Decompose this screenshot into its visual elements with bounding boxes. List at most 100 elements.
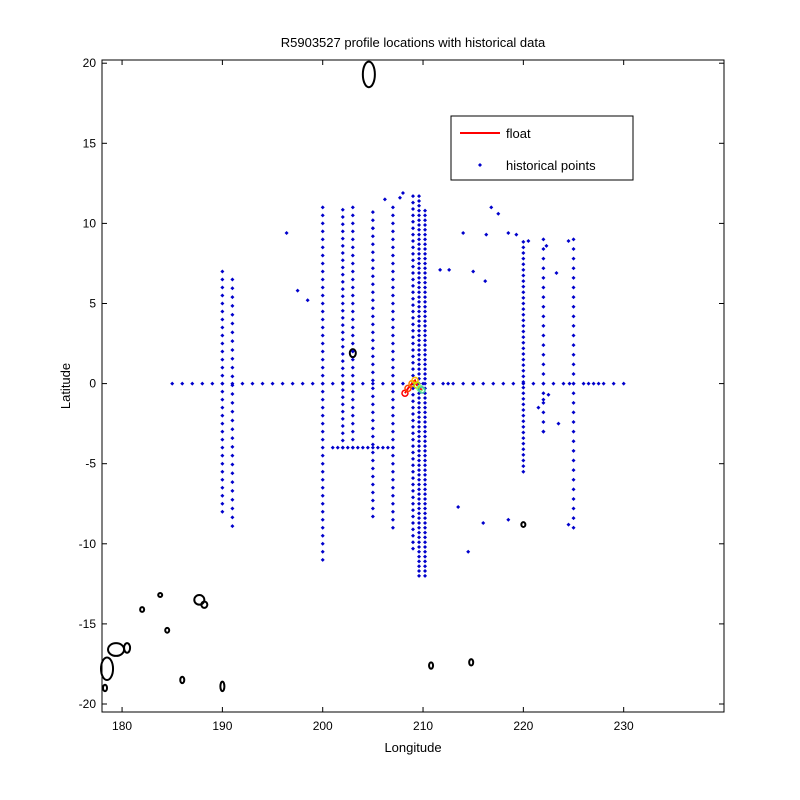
historical-point xyxy=(571,506,576,511)
historical-point xyxy=(417,256,422,261)
historical-point xyxy=(220,405,225,410)
historical-point xyxy=(390,317,395,322)
historical-point xyxy=(220,325,225,330)
historical-point xyxy=(417,290,422,295)
historical-point xyxy=(411,527,415,532)
historical-point xyxy=(340,330,345,335)
coastline-island xyxy=(193,594,206,606)
historical-point xyxy=(417,559,422,564)
historical-point xyxy=(370,370,375,375)
historical-point xyxy=(411,315,415,320)
y-tick-label: -20 xyxy=(79,697,97,711)
historical-point xyxy=(411,245,415,250)
historical-point xyxy=(220,461,225,466)
historical-point xyxy=(340,222,345,227)
historical-point xyxy=(390,477,395,482)
historical-point xyxy=(521,385,526,390)
historical-point xyxy=(461,231,466,236)
historical-point xyxy=(220,501,225,506)
historical-point xyxy=(417,530,422,535)
historical-point xyxy=(423,371,428,376)
historical-point xyxy=(417,295,422,300)
historical-point xyxy=(390,525,395,530)
historical-point xyxy=(390,245,395,250)
historical-point xyxy=(423,444,428,449)
historical-point xyxy=(350,341,355,346)
historical-point xyxy=(220,333,225,338)
historical-point xyxy=(320,389,325,394)
historical-point xyxy=(370,330,375,335)
historical-point xyxy=(320,381,325,386)
historical-point xyxy=(320,221,325,226)
historical-point xyxy=(320,213,325,218)
historical-point xyxy=(423,314,428,319)
historical-point xyxy=(370,258,375,263)
historical-point xyxy=(397,195,402,200)
historical-point xyxy=(390,253,395,258)
historical-point xyxy=(423,347,428,352)
historical-point xyxy=(541,410,546,415)
historical-point xyxy=(390,269,395,274)
historical-point xyxy=(340,366,345,371)
historical-point xyxy=(417,304,422,309)
historical-point xyxy=(230,312,235,317)
historical-point xyxy=(350,293,355,298)
historical-point xyxy=(596,381,601,386)
historical-point xyxy=(417,448,422,453)
historical-point xyxy=(320,229,325,234)
historical-point xyxy=(220,293,225,298)
historical-point xyxy=(350,309,355,314)
historical-point xyxy=(370,394,375,399)
historical-point xyxy=(350,285,355,290)
historical-point xyxy=(411,450,415,455)
historical-point xyxy=(571,323,576,328)
historical-point xyxy=(423,520,428,525)
historical-point xyxy=(390,389,395,394)
historical-point xyxy=(417,492,422,497)
historical-point xyxy=(350,253,355,258)
historical-point xyxy=(417,299,422,304)
historical-point xyxy=(370,282,375,287)
historical-point xyxy=(340,395,345,400)
historical-point xyxy=(411,309,415,314)
historical-point xyxy=(423,405,428,410)
historical-point xyxy=(370,514,375,519)
historical-point xyxy=(320,237,325,242)
historical-point xyxy=(350,205,355,210)
historical-point xyxy=(521,290,526,295)
historical-point xyxy=(423,290,428,295)
historical-point xyxy=(417,227,422,232)
historical-point xyxy=(360,381,365,386)
historical-point xyxy=(521,329,526,334)
historical-point xyxy=(417,314,422,319)
historical-point xyxy=(541,397,546,402)
historical-point xyxy=(320,509,325,514)
historical-point xyxy=(350,445,355,450)
float-profile-point xyxy=(418,386,426,394)
historical-point xyxy=(531,381,536,386)
historical-point xyxy=(506,517,511,522)
x-tick-label: 180 xyxy=(112,719,132,733)
historical-point xyxy=(411,546,415,551)
historical-point xyxy=(390,325,395,330)
historical-point xyxy=(411,354,415,359)
historical-point xyxy=(571,439,576,444)
coastline-island xyxy=(102,683,109,693)
historical-point xyxy=(230,409,235,414)
historical-point xyxy=(411,303,415,308)
historical-point xyxy=(220,277,225,282)
historical-point xyxy=(370,498,375,503)
x-tick-label: 210 xyxy=(413,719,433,733)
historical-point xyxy=(370,402,375,407)
historical-point xyxy=(370,354,375,359)
historical-point xyxy=(230,295,235,300)
historical-point xyxy=(220,357,225,362)
historical-point xyxy=(466,549,471,554)
historical-point xyxy=(220,421,225,426)
y-tick-label: -10 xyxy=(79,537,97,551)
historical-point xyxy=(417,429,422,434)
historical-point xyxy=(521,323,526,328)
historical-point xyxy=(541,381,546,386)
historical-point xyxy=(320,453,325,458)
historical-point xyxy=(230,427,235,432)
